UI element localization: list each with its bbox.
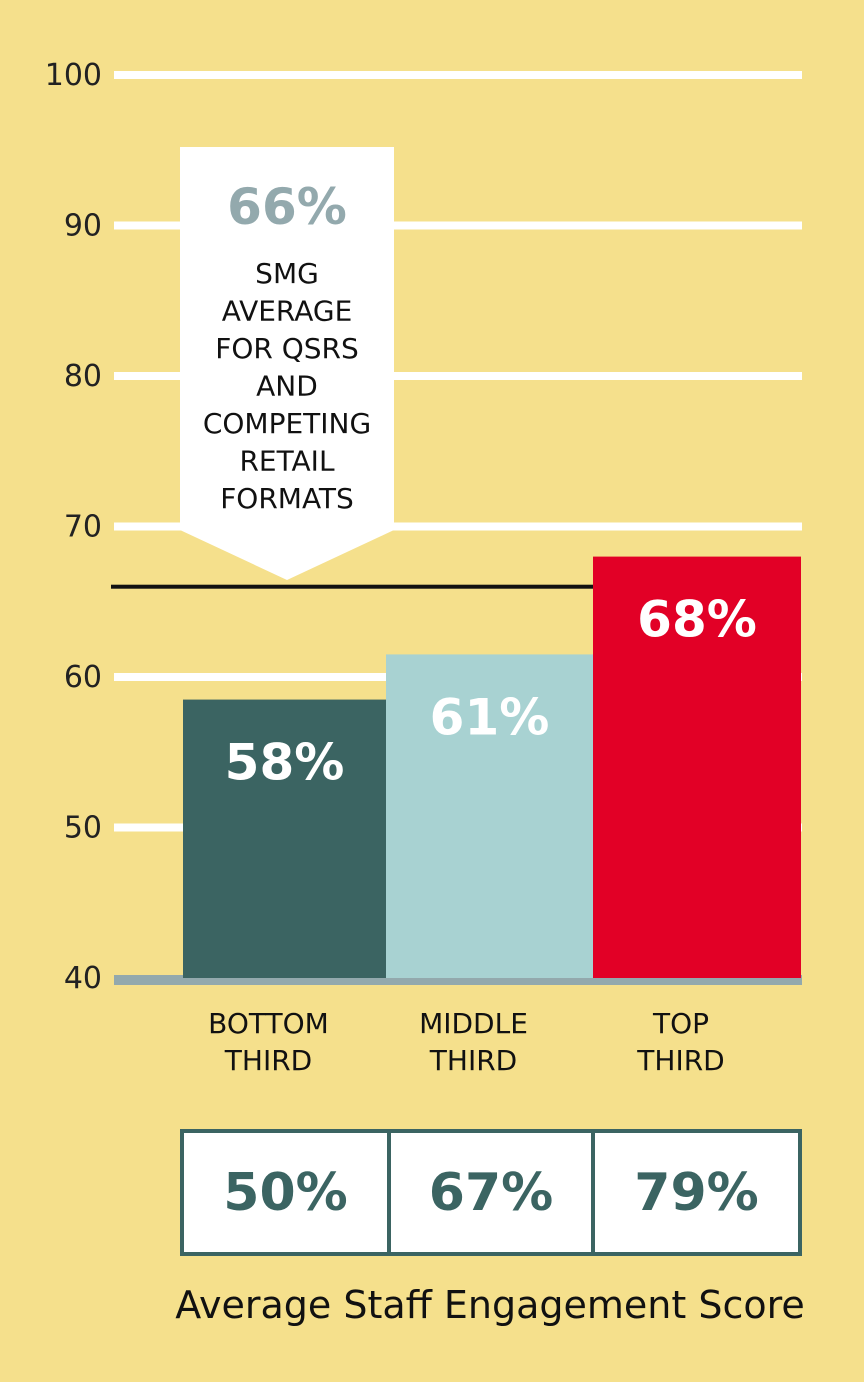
callout-text-line-1: SMG (255, 257, 319, 290)
gridline-100 (114, 71, 802, 79)
reference-line (111, 584, 593, 589)
y-tick-label-80: 80 (64, 359, 102, 394)
callout-text-line-2: AVERAGE (222, 295, 353, 328)
axis-baseline (114, 975, 802, 985)
table-caption: Average Staff Engagement Score (175, 1283, 805, 1327)
reference-callout: 66% SMG AVERAGE FOR QSRS AND COMPETING RETAIL F… (180, 147, 394, 580)
category-label-2-line-2: THIRD (429, 1044, 517, 1077)
callout-text-line-7: FORMATS (220, 482, 354, 515)
y-tick-label-50: 50 (64, 811, 102, 846)
category-label-1-line-2: THIRD (224, 1044, 312, 1077)
table-frame (180, 1129, 802, 1256)
y-tick-label-90: 90 (64, 209, 102, 244)
category-label-3-line-1: TOP (652, 1007, 709, 1040)
bar-value-label-1: 58% (225, 734, 345, 792)
y-tick-label-60: 60 (64, 660, 102, 695)
category-label-1-line-1: BOTTOM (208, 1007, 329, 1040)
callout-text-line-6: RETAIL (239, 445, 334, 478)
bar-value-labels: 58% 61% 68% (225, 591, 757, 792)
gridline-90 (114, 221, 802, 230)
table-cell-value-1: 50% (223, 1163, 347, 1223)
bars (183, 556, 801, 978)
category-label-3-line-2: THIRD (636, 1044, 724, 1077)
callout-text-line-3: FOR QSRS (215, 332, 359, 365)
category-labels: BOTTOM THIRD MIDDLE THIRD TOP THIRD (208, 1007, 725, 1077)
engagement-score-table: 50% 67% 79% (180, 1129, 802, 1256)
gridline-80 (114, 372, 802, 380)
gridline-70 (114, 522, 802, 531)
callout-percent: 66% (227, 178, 347, 236)
bar-1 (183, 699, 386, 978)
callout-box (180, 147, 394, 580)
y-axis-ticks: 40 50 60 70 80 90 100 (45, 58, 102, 996)
bar-value-label-2: 61% (430, 688, 550, 746)
bar-value-label-3: 68% (637, 591, 757, 649)
callout-text-line-4: AND (256, 370, 318, 403)
bar-2 (386, 654, 593, 978)
y-tick-label-40: 40 (64, 961, 102, 996)
y-tick-label-70: 70 (64, 510, 102, 545)
callout-text-line-5: COMPETING (203, 407, 371, 440)
category-label-2-line-1: MIDDLE (419, 1007, 528, 1040)
y-tick-label-100: 100 (45, 58, 102, 93)
table-cell-value-3: 79% (634, 1163, 758, 1223)
reference-line-layer (111, 584, 593, 589)
bar-3 (593, 556, 801, 978)
table-cell-value-2: 67% (429, 1163, 553, 1223)
